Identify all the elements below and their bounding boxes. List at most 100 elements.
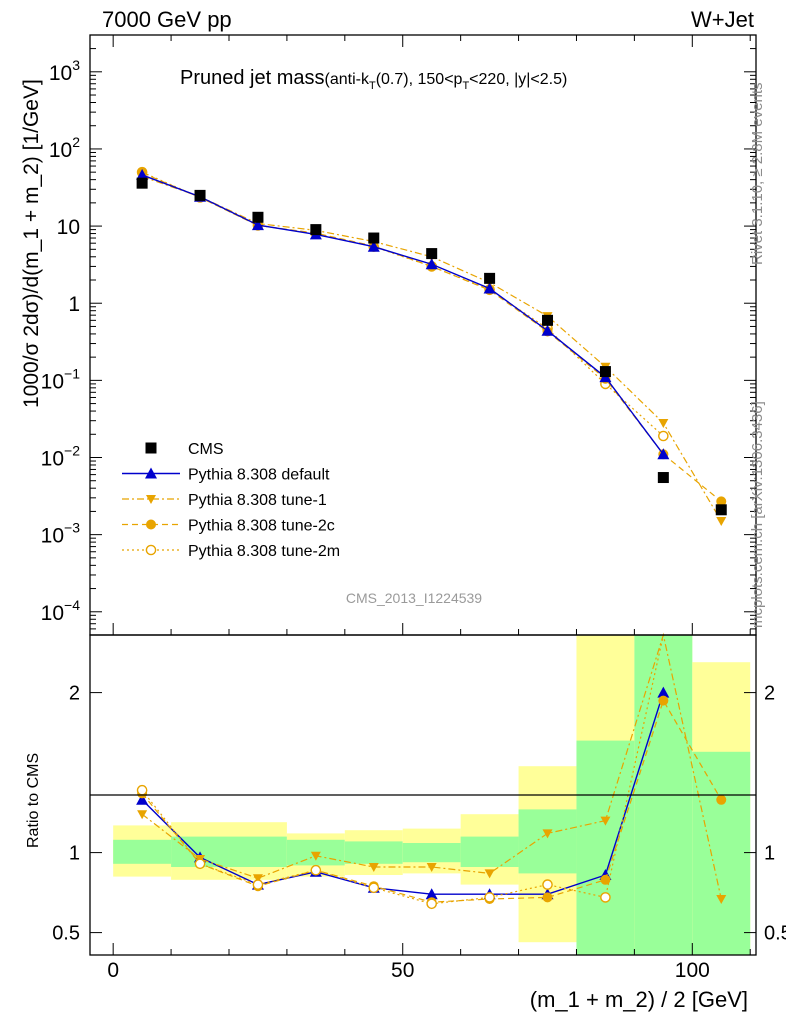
- ratio-point-tune2m: [600, 892, 611, 903]
- legend-label-tune2c: Pythia 8.308 tune-2c: [188, 518, 335, 535]
- data-point-tune2m: [658, 430, 669, 442]
- legend-marker-tune2c: [146, 519, 156, 530]
- y-tick-label: 102: [49, 134, 80, 162]
- ratio-point-tune1: [252, 874, 263, 884]
- y-tick-label-base: 10: [57, 216, 80, 239]
- data-point-default: [367, 240, 380, 252]
- data-point-default: [541, 324, 554, 336]
- plot-title-main: Pruned jet mass: [180, 67, 325, 89]
- y-tick-label-base: 10: [41, 525, 64, 548]
- series-line-default: [141, 174, 664, 455]
- x-tick-label: 50: [391, 959, 414, 982]
- y-tick-label-base: 10: [41, 370, 64, 393]
- ratio-band-green: [344, 841, 403, 864]
- ratio-point-tune2c: [716, 794, 727, 805]
- plot-title-sub-t2: T: [462, 80, 469, 92]
- data-point-default: [136, 168, 149, 180]
- ratio-y-tick-label-right: 0.5: [764, 923, 786, 945]
- x-tick-label: 100: [675, 959, 710, 982]
- ratio-band-green: [576, 740, 635, 955]
- ratio-band-green: [518, 809, 577, 874]
- ratio-point-tune1: [716, 895, 727, 904]
- data-point-default: [483, 282, 496, 294]
- ratio-point-tune2m: [136, 784, 148, 796]
- ratio-point-tune2m: [542, 879, 553, 890]
- data-point-cms: [368, 232, 380, 244]
- main-panel-markers: [136, 166, 727, 527]
- data-point-tune1: [658, 419, 669, 429]
- legend-marker-cms: [145, 442, 157, 454]
- ratio-point-tune1: [310, 851, 321, 861]
- ratio-line-default: [141, 692, 665, 895]
- ratio-point-tune2m: [426, 898, 437, 910]
- y-tick-label-exponent: −4: [64, 597, 80, 613]
- legend-marker-default: [145, 467, 157, 479]
- ratio-y-tick-label-left: 2: [69, 683, 80, 705]
- data-point-cms: [136, 177, 148, 189]
- data-point-tune1: [716, 517, 727, 527]
- data-point-cms: [194, 189, 206, 201]
- ratio-point-tune1: [426, 863, 437, 872]
- data-point-cms: [252, 211, 264, 223]
- ratio-point-default: [425, 888, 438, 900]
- y-axis-title-main: 1000/σ 2dσ)/d(m_1 + m_2) [1/GeV]: [20, 79, 43, 408]
- ratio-point-tune1: [137, 810, 148, 820]
- mcplots-label: mcplots.cern.ch [arXiv:1306.3436]: [749, 401, 766, 628]
- y-tick-label-exponent: 2: [72, 134, 80, 150]
- data-point-cms: [657, 472, 669, 484]
- ratio-point-tune2c: [542, 892, 553, 903]
- y-tick-label-base: 10: [41, 602, 64, 625]
- plot-title-sub: (anti-k: [325, 71, 370, 88]
- ratio-point-tune2m: [368, 882, 380, 894]
- ratio-point-tune2m: [252, 879, 264, 890]
- series-line-tune2c: [141, 172, 722, 502]
- y-tick-label-exponent: −2: [64, 443, 80, 459]
- y-tick-label: 10: [57, 216, 80, 239]
- legend-marker-tune2m: [145, 544, 157, 556]
- ratio-y-tick-label-right: 1: [764, 843, 775, 865]
- data-point-tune2c: [716, 496, 727, 507]
- y-tick-label-exponent: −3: [64, 520, 80, 536]
- data-point-cms: [599, 366, 611, 378]
- y-tick-label: 10−4: [41, 597, 81, 625]
- legend-label-tune2m: Pythia 8.308 tune-2m: [188, 543, 340, 560]
- y-tick-label: 10−1: [41, 365, 81, 393]
- plot-title-sub-rest: (0.7), 150<p: [376, 71, 463, 88]
- ratio-point-tune1: [484, 869, 495, 879]
- x-axis-title: (m_1 + m_2) / 2 [GeV]: [530, 987, 748, 1012]
- series-line-tune2m: [141, 171, 664, 437]
- ratio-band-green: [692, 751, 751, 955]
- y-tick-label-base: 10: [49, 62, 72, 85]
- ratio-band-green: [113, 839, 172, 864]
- process-label: W+Jet: [691, 7, 754, 32]
- y-axis-title-ratio: Ratio to CMS: [25, 753, 42, 848]
- ratio-point-tune2m: [484, 892, 495, 903]
- ratio-point-default: [136, 793, 149, 805]
- data-point-cms: [715, 504, 727, 516]
- y-tick-label: 10−3: [41, 520, 81, 548]
- ratio-band-green: [228, 836, 287, 867]
- y-tick-label-base: 10: [49, 139, 72, 162]
- ratio-point-tune2m: [310, 864, 322, 876]
- ratio-y-tick-label-left: 1: [69, 843, 80, 865]
- legend-label-cms: CMS: [188, 441, 224, 458]
- ratio-point-tune2m: [194, 858, 206, 870]
- legend-marker-tune1: [146, 495, 156, 504]
- rivet-label: Rivet 3.1.10, ≥ 2.8M events: [749, 83, 766, 266]
- y-tick-label: 1: [68, 293, 80, 316]
- axis-ticks: [90, 34, 756, 955]
- data-point-cms: [484, 272, 496, 284]
- analysis-watermark: CMS_2013_I1224539: [346, 590, 482, 606]
- data-point-cms: [310, 224, 322, 236]
- x-tick-label: 0: [107, 959, 119, 982]
- legend: CMS Pythia 8.308 default Pythia 8.308 tune…: [122, 441, 340, 560]
- ratio-point-tune1: [600, 816, 611, 826]
- ratio-point-default: [657, 686, 670, 698]
- plot-title-sub-t: T: [369, 80, 376, 92]
- plot-title-sub-end: <220, |y|<2.5): [469, 71, 567, 88]
- ratio-point-tune1: [368, 863, 379, 872]
- y-tick-label-base: 10: [41, 448, 64, 471]
- ratio-line-tune1: [141, 632, 722, 900]
- data-point-cms: [542, 314, 554, 326]
- y-tick-label: 103: [49, 57, 80, 85]
